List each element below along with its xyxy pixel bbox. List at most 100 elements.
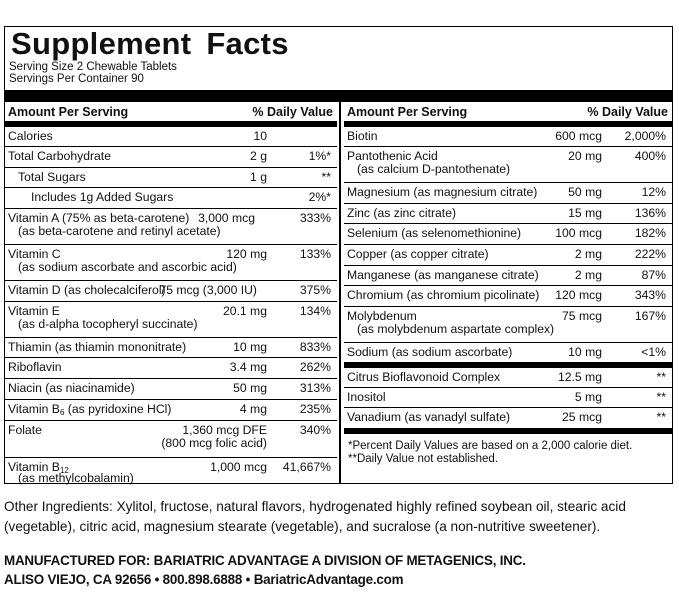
nutrient-amount: 12.5 mg (557, 370, 602, 384)
nutrient-amount: 100 mcg (555, 226, 602, 240)
nutrient-row: Vitamin A (75% as beta-carotene) (as beta… (5, 209, 337, 245)
daily-value-percent: ** (656, 390, 667, 404)
nutrient-amount: 75 mcg (3,000 IU) (159, 283, 257, 297)
footnote-daily-value-basis: *Percent Daily Values are based on a 2,0… (348, 440, 633, 452)
nutrient-row: Includes 1g Added Sugars 2%* (5, 188, 337, 209)
nutrient-name: Includes 1g Added Sugars (31, 190, 174, 204)
nutrient-amount: 1,360 mcg DFE (182, 423, 267, 437)
daily-value-percent: 343% (634, 288, 666, 302)
nutrient-name: Sodium (as sodium ascorbate) (347, 345, 513, 359)
nutrient-row: Total Carbohydrate 2 g 1%* (5, 147, 337, 168)
nutrient-name: Vitamin A (75% as beta-carotene) (8, 211, 190, 225)
nutrient-row: Manganese (as manganese citrate) 2 mg 87% (344, 266, 672, 286)
nutrient-amount: 10 mg (233, 340, 267, 354)
nutrient-amount: 1 g (250, 170, 267, 184)
nutrient-amount: 50 mg (568, 185, 602, 199)
nutrient-name-suffix: (as pyridoxine HCl) (64, 402, 172, 416)
daily-value-percent: 167% (634, 309, 666, 323)
nutrient-amount: 5 mg (574, 390, 602, 404)
nutrient-row: Biotin 600 mcg 2,000% (344, 127, 672, 147)
daily-value-percent: 222% (634, 247, 666, 261)
daily-value-percent: 333% (299, 211, 331, 225)
daily-value-percent: 12% (641, 185, 666, 199)
nutrient-name: Vitamin B6 (as pyridoxine HCl) (8, 403, 171, 419)
nutrient-name: Vanadium (as vanadyl sulfate) (347, 410, 511, 424)
nutrient-source: (as sodium ascorbate and ascorbic acid) (18, 260, 237, 274)
nutrient-amount: 120 mg (226, 247, 267, 261)
nutrient-amount: 20.1 mg (222, 304, 267, 318)
nutrient-amount-detail: (800 mcg folic acid) (161, 436, 267, 450)
nutrient-row: Chromium (as chromium picolinate) 120 mcg… (344, 286, 672, 307)
nutrient-name: Selenium (as selenomethionine) (347, 226, 522, 240)
nutrient-column-left: Amount Per Serving % Daily Value Calorie… (5, 102, 337, 485)
nutrient-name: Molybdenum (347, 309, 417, 323)
nutrient-amount: 600 mcg (555, 129, 602, 143)
nutrient-name: Manganese (as manganese citrate) (347, 268, 539, 282)
daily-value-percent: 136% (634, 206, 666, 220)
other-ingredients: Other Ingredients: Xylitol, fructose, na… (4, 499, 626, 534)
manufacturer-contact: ALISO VIEJO, CA 92656 • 800.898.6888 • B… (4, 572, 404, 587)
nutrient-amount: 75 mcg (562, 309, 602, 323)
nutrient-row: Copper (as copper citrate) 2 mg 222% (344, 245, 672, 266)
nutrient-name: Vitamin C (8, 247, 61, 261)
nutrient-name: Niacin (as niacinamide) (8, 381, 135, 395)
daily-value-percent: 313% (299, 381, 331, 395)
column-header: Amount Per Serving % Daily Value (5, 102, 337, 127)
daily-value-percent: ** (656, 410, 667, 424)
daily-value-percent: 41,667% (282, 460, 331, 474)
nutrient-row: Pantothenic Acid (as calcium D-pantothena… (344, 147, 672, 183)
nutrient-column-right: Amount Per Serving % Daily Value Biotin 6… (344, 102, 672, 483)
nutrient-name: Folate (8, 423, 42, 437)
nutrient-row: Selenium (as selenomethionine) 100 mcg 182… (344, 224, 672, 245)
nutrient-name: Total Carbohydrate (8, 149, 111, 163)
thick-divider (5, 90, 672, 102)
nutrient-source: (as methylcobalamin) (18, 471, 134, 485)
nutrient-row: Total Sugars 1 g ** (5, 168, 337, 188)
nutrient-amount: 2 mg (574, 247, 602, 261)
nutrient-name-subscript: 12 (59, 466, 69, 475)
nutrient-name: Copper (as copper citrate) (347, 247, 489, 261)
nutrient-amount: 10 mg (568, 345, 602, 359)
daily-value-percent: 134% (299, 304, 331, 318)
daily-value-percent: ** (321, 170, 332, 184)
nutrient-name: Vitamin D (as cholecalciferol) (8, 283, 166, 297)
manufacturer-name: MANUFACTURED FOR: BARIATRIC ADVANTAGE A … (4, 553, 526, 568)
nutrient-source: (as calcium D-pantothenate) (357, 162, 511, 176)
nutrient-source: (as molybdenum aspartate complex) (357, 322, 555, 336)
nutrient-name: Zinc (as zinc citrate) (347, 206, 457, 220)
nutrient-name: Magnesium (as magnesium citrate) (347, 185, 538, 199)
serving-size: Serving Size 2 Chewable Tablets (9, 61, 177, 73)
panel-title: Supplement Facts (11, 26, 289, 61)
nutrient-name: Inositol (347, 390, 386, 404)
daily-value-percent: 87% (641, 268, 666, 282)
nutrient-name-subscript: 6 (59, 408, 65, 417)
nutrient-row: Folate 1,360 mcg DFE (800 mcg folic acid) 3… (5, 421, 337, 458)
nutrient-row: Magnesium (as magnesium citrate) 50 mg 12% (344, 183, 672, 204)
nutrient-name: Calories (8, 129, 53, 143)
nutrient-row: Zinc (as zinc citrate) 15 mg 136% (344, 204, 672, 224)
nutrient-amount: 3,000 mcg (198, 211, 255, 225)
daily-value-header: % Daily Value (252, 105, 333, 119)
nutrient-name-text: Vitamin B (8, 460, 60, 474)
nutrient-name: Thiamin (as thiamin mononitrate) (8, 340, 187, 354)
nutrient-name: Vitamin B12 (8, 461, 69, 477)
daily-value-percent: 262% (299, 360, 331, 374)
nutrient-row: Sodium (as sodium ascorbate) 10 mg <1% (344, 343, 672, 368)
footnotes: *Percent Daily Values are based on a 2,0… (348, 440, 632, 466)
nutrient-row: Niacin (as niacinamide) 50 mg 313% (5, 379, 337, 400)
nutrient-source: (as d-alpha tocopheryl succinate) (18, 317, 198, 331)
nutrient-amount: 4 mg (239, 402, 267, 416)
nutrient-row: Vitamin B12 (as methylcobalamin) 1,000 mcg… (5, 458, 337, 495)
nutrient-row: Riboflavin 3.4 mg 262% (5, 358, 337, 379)
nutrient-name: Vitamin E (8, 304, 60, 318)
daily-value-percent: 375% (299, 283, 331, 297)
daily-value-percent: 1%* (308, 149, 331, 163)
daily-value-percent: ** (656, 370, 667, 384)
daily-value-percent: <1% (641, 345, 666, 359)
nutrient-row: Calories 10 (5, 127, 337, 147)
footnote-not-established: **Daily Value not established. (348, 453, 499, 465)
nutrient-amount: 10 (253, 129, 267, 143)
nutrient-amount: 15 mg (568, 206, 602, 220)
daily-value-percent: 833% (299, 340, 331, 354)
nutrient-row: Vitamin E (as d-alpha tocopheryl succinat… (5, 302, 337, 338)
